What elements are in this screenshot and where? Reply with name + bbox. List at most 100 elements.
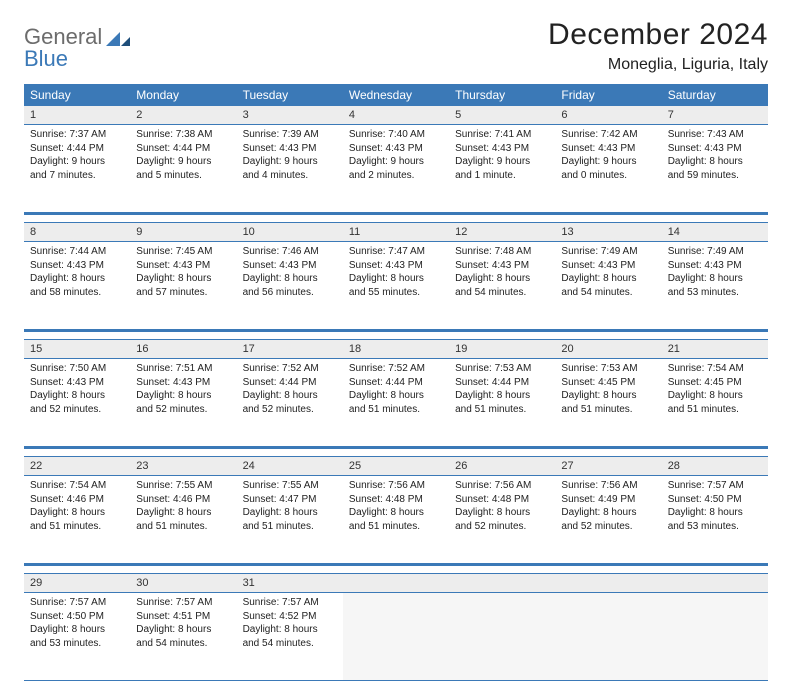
sunrise-text: Sunrise: 7:53 AM xyxy=(455,362,549,376)
day-detail-cell: Sunrise: 7:57 AMSunset: 4:50 PMDaylight:… xyxy=(662,476,768,564)
day-number-cell: 12 xyxy=(449,223,555,242)
month-title: December 2024 xyxy=(548,18,768,52)
daylight-text: Daylight: 8 hours and 59 minutes. xyxy=(668,155,762,182)
sunrise-text: Sunrise: 7:37 AM xyxy=(30,128,124,142)
day-number-cell: 30 xyxy=(130,574,236,593)
daylight-text: Daylight: 8 hours and 51 minutes. xyxy=(349,506,443,533)
sunset-text: Sunset: 4:44 PM xyxy=(349,376,443,390)
sunset-text: Sunset: 4:44 PM xyxy=(455,376,549,390)
brand-text-2-wrap: Blue xyxy=(24,46,68,72)
sunset-text: Sunset: 4:47 PM xyxy=(243,493,337,507)
dayhead-saturday: Saturday xyxy=(662,84,768,106)
day-detail-cell: Sunrise: 7:57 AMSunset: 4:50 PMDaylight:… xyxy=(24,593,130,681)
daylight-text: Daylight: 8 hours and 57 minutes. xyxy=(136,272,230,299)
sunrise-text: Sunrise: 7:57 AM xyxy=(668,479,762,493)
sunrise-text: Sunrise: 7:53 AM xyxy=(561,362,655,376)
sunrise-text: Sunrise: 7:56 AM xyxy=(349,479,443,493)
sunrise-text: Sunrise: 7:49 AM xyxy=(561,245,655,259)
sunrise-text: Sunrise: 7:52 AM xyxy=(349,362,443,376)
sunrise-text: Sunrise: 7:38 AM xyxy=(136,128,230,142)
sunset-text: Sunset: 4:43 PM xyxy=(561,142,655,156)
sunset-text: Sunset: 4:50 PM xyxy=(668,493,762,507)
week-daynum-row: 15161718192021 xyxy=(24,340,768,359)
week-detail-row: Sunrise: 7:44 AMSunset: 4:43 PMDaylight:… xyxy=(24,242,768,330)
daylight-text: Daylight: 8 hours and 51 minutes. xyxy=(136,506,230,533)
daylight-text: Daylight: 8 hours and 54 minutes. xyxy=(136,623,230,650)
sunset-text: Sunset: 4:43 PM xyxy=(561,259,655,273)
location-subtitle: Moneglia, Liguria, Italy xyxy=(548,56,768,74)
dayhead-wednesday: Wednesday xyxy=(343,84,449,106)
daylight-text: Daylight: 8 hours and 51 minutes. xyxy=(668,389,762,416)
daylight-text: Daylight: 8 hours and 51 minutes. xyxy=(455,389,549,416)
day-number-cell xyxy=(555,574,661,593)
day-detail-cell: Sunrise: 7:39 AMSunset: 4:43 PMDaylight:… xyxy=(237,125,343,213)
day-number-cell: 23 xyxy=(130,457,236,476)
day-detail-cell: Sunrise: 7:51 AMSunset: 4:43 PMDaylight:… xyxy=(130,359,236,447)
sunrise-text: Sunrise: 7:52 AM xyxy=(243,362,337,376)
daylight-text: Daylight: 8 hours and 52 minutes. xyxy=(30,389,124,416)
day-number-cell: 27 xyxy=(555,457,661,476)
daylight-text: Daylight: 9 hours and 1 minute. xyxy=(455,155,549,182)
day-number-cell: 7 xyxy=(662,106,768,125)
day-number-cell: 8 xyxy=(24,223,130,242)
day-detail-cell: Sunrise: 7:41 AMSunset: 4:43 PMDaylight:… xyxy=(449,125,555,213)
day-header-row: Sunday Monday Tuesday Wednesday Thursday… xyxy=(24,84,768,106)
sunset-text: Sunset: 4:43 PM xyxy=(668,142,762,156)
day-number-cell xyxy=(343,574,449,593)
day-number-cell: 1 xyxy=(24,106,130,125)
daylight-text: Daylight: 8 hours and 51 minutes. xyxy=(561,389,655,416)
daylight-text: Daylight: 8 hours and 54 minutes. xyxy=(455,272,549,299)
day-detail-cell: Sunrise: 7:47 AMSunset: 4:43 PMDaylight:… xyxy=(343,242,449,330)
week-gap xyxy=(24,449,768,457)
day-detail-cell: Sunrise: 7:57 AMSunset: 4:51 PMDaylight:… xyxy=(130,593,236,681)
brand-text-2: Blue xyxy=(24,46,68,71)
day-number-cell: 22 xyxy=(24,457,130,476)
day-detail-cell: Sunrise: 7:45 AMSunset: 4:43 PMDaylight:… xyxy=(130,242,236,330)
sunset-text: Sunset: 4:43 PM xyxy=(243,259,337,273)
day-detail-cell: Sunrise: 7:52 AMSunset: 4:44 PMDaylight:… xyxy=(237,359,343,447)
day-detail-cell xyxy=(662,593,768,681)
day-detail-cell: Sunrise: 7:40 AMSunset: 4:43 PMDaylight:… xyxy=(343,125,449,213)
day-detail-cell: Sunrise: 7:56 AMSunset: 4:48 PMDaylight:… xyxy=(343,476,449,564)
day-detail-cell: Sunrise: 7:44 AMSunset: 4:43 PMDaylight:… xyxy=(24,242,130,330)
dayhead-tuesday: Tuesday xyxy=(237,84,343,106)
sunrise-text: Sunrise: 7:54 AM xyxy=(30,479,124,493)
daylight-text: Daylight: 8 hours and 55 minutes. xyxy=(349,272,443,299)
day-detail-cell: Sunrise: 7:56 AMSunset: 4:48 PMDaylight:… xyxy=(449,476,555,564)
daylight-text: Daylight: 9 hours and 2 minutes. xyxy=(349,155,443,182)
day-detail-cell: Sunrise: 7:43 AMSunset: 4:43 PMDaylight:… xyxy=(662,125,768,213)
day-number-cell: 9 xyxy=(130,223,236,242)
daylight-text: Daylight: 8 hours and 51 minutes. xyxy=(30,506,124,533)
daylight-text: Daylight: 9 hours and 5 minutes. xyxy=(136,155,230,182)
week-detail-row: Sunrise: 7:37 AMSunset: 4:44 PM Daylight:… xyxy=(24,125,768,213)
week-detail-row: Sunrise: 7:54 AMSunset: 4:46 PMDaylight:… xyxy=(24,476,768,564)
daylight-text: Daylight: 8 hours and 53 minutes. xyxy=(668,506,762,533)
day-detail-cell xyxy=(555,593,661,681)
day-number-cell: 14 xyxy=(662,223,768,242)
day-detail-cell: Sunrise: 7:48 AMSunset: 4:43 PMDaylight:… xyxy=(449,242,555,330)
week-daynum-row: 22232425262728 xyxy=(24,457,768,476)
sunset-text: Sunset: 4:43 PM xyxy=(668,259,762,273)
sunrise-text: Sunrise: 7:56 AM xyxy=(455,479,549,493)
day-number-cell: 18 xyxy=(343,340,449,359)
day-number-cell: 4 xyxy=(343,106,449,125)
sunset-text: Sunset: 4:49 PM xyxy=(561,493,655,507)
daylight-text: Daylight: 8 hours and 56 minutes. xyxy=(243,272,337,299)
daylight-text: Daylight: 8 hours and 52 minutes. xyxy=(243,389,337,416)
calendar-table: Sunday Monday Tuesday Wednesday Thursday… xyxy=(24,84,768,681)
sunset-text: Sunset: 4:44 PM xyxy=(30,142,124,156)
week-daynum-row: 1234567 xyxy=(24,106,768,125)
daylight-text: Daylight: 8 hours and 54 minutes. xyxy=(561,272,655,299)
sunset-text: Sunset: 4:44 PM xyxy=(243,376,337,390)
daylight-text: Daylight: 8 hours and 53 minutes. xyxy=(30,623,124,650)
week-gap xyxy=(24,566,768,574)
sunset-text: Sunset: 4:46 PM xyxy=(30,493,124,507)
sunset-text: Sunset: 4:43 PM xyxy=(349,259,443,273)
sunrise-text: Sunrise: 7:57 AM xyxy=(30,596,124,610)
day-number-cell: 15 xyxy=(24,340,130,359)
day-detail-cell: Sunrise: 7:56 AMSunset: 4:49 PMDaylight:… xyxy=(555,476,661,564)
sunrise-text: Sunrise: 7:47 AM xyxy=(349,245,443,259)
sunrise-text: Sunrise: 7:43 AM xyxy=(668,128,762,142)
day-number-cell xyxy=(662,574,768,593)
page-header: General December 2024 Moneglia, Liguria,… xyxy=(24,18,768,74)
